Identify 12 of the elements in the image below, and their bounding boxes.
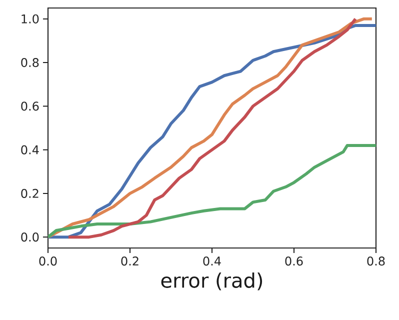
x-axis-title: error (rad): [161, 272, 262, 290]
y-tick-label: 0.0: [21, 232, 39, 242]
y-tick-label: 0.4: [21, 145, 39, 154]
x-tick-label: 0.8: [367, 256, 385, 266]
y-tick-label: 0.2: [21, 188, 38, 198]
x-tick-label: 0.0: [39, 256, 57, 266]
y-tick-label: 0.6: [21, 102, 39, 111]
x-tick-label: 0.6: [285, 256, 303, 266]
y-tick-label: 1.0: [22, 14, 39, 24]
y-tick-label: 0.8: [21, 58, 39, 68]
x-tick-label: 0.4: [203, 256, 221, 266]
x-tick-label: 0.2: [121, 256, 138, 266]
